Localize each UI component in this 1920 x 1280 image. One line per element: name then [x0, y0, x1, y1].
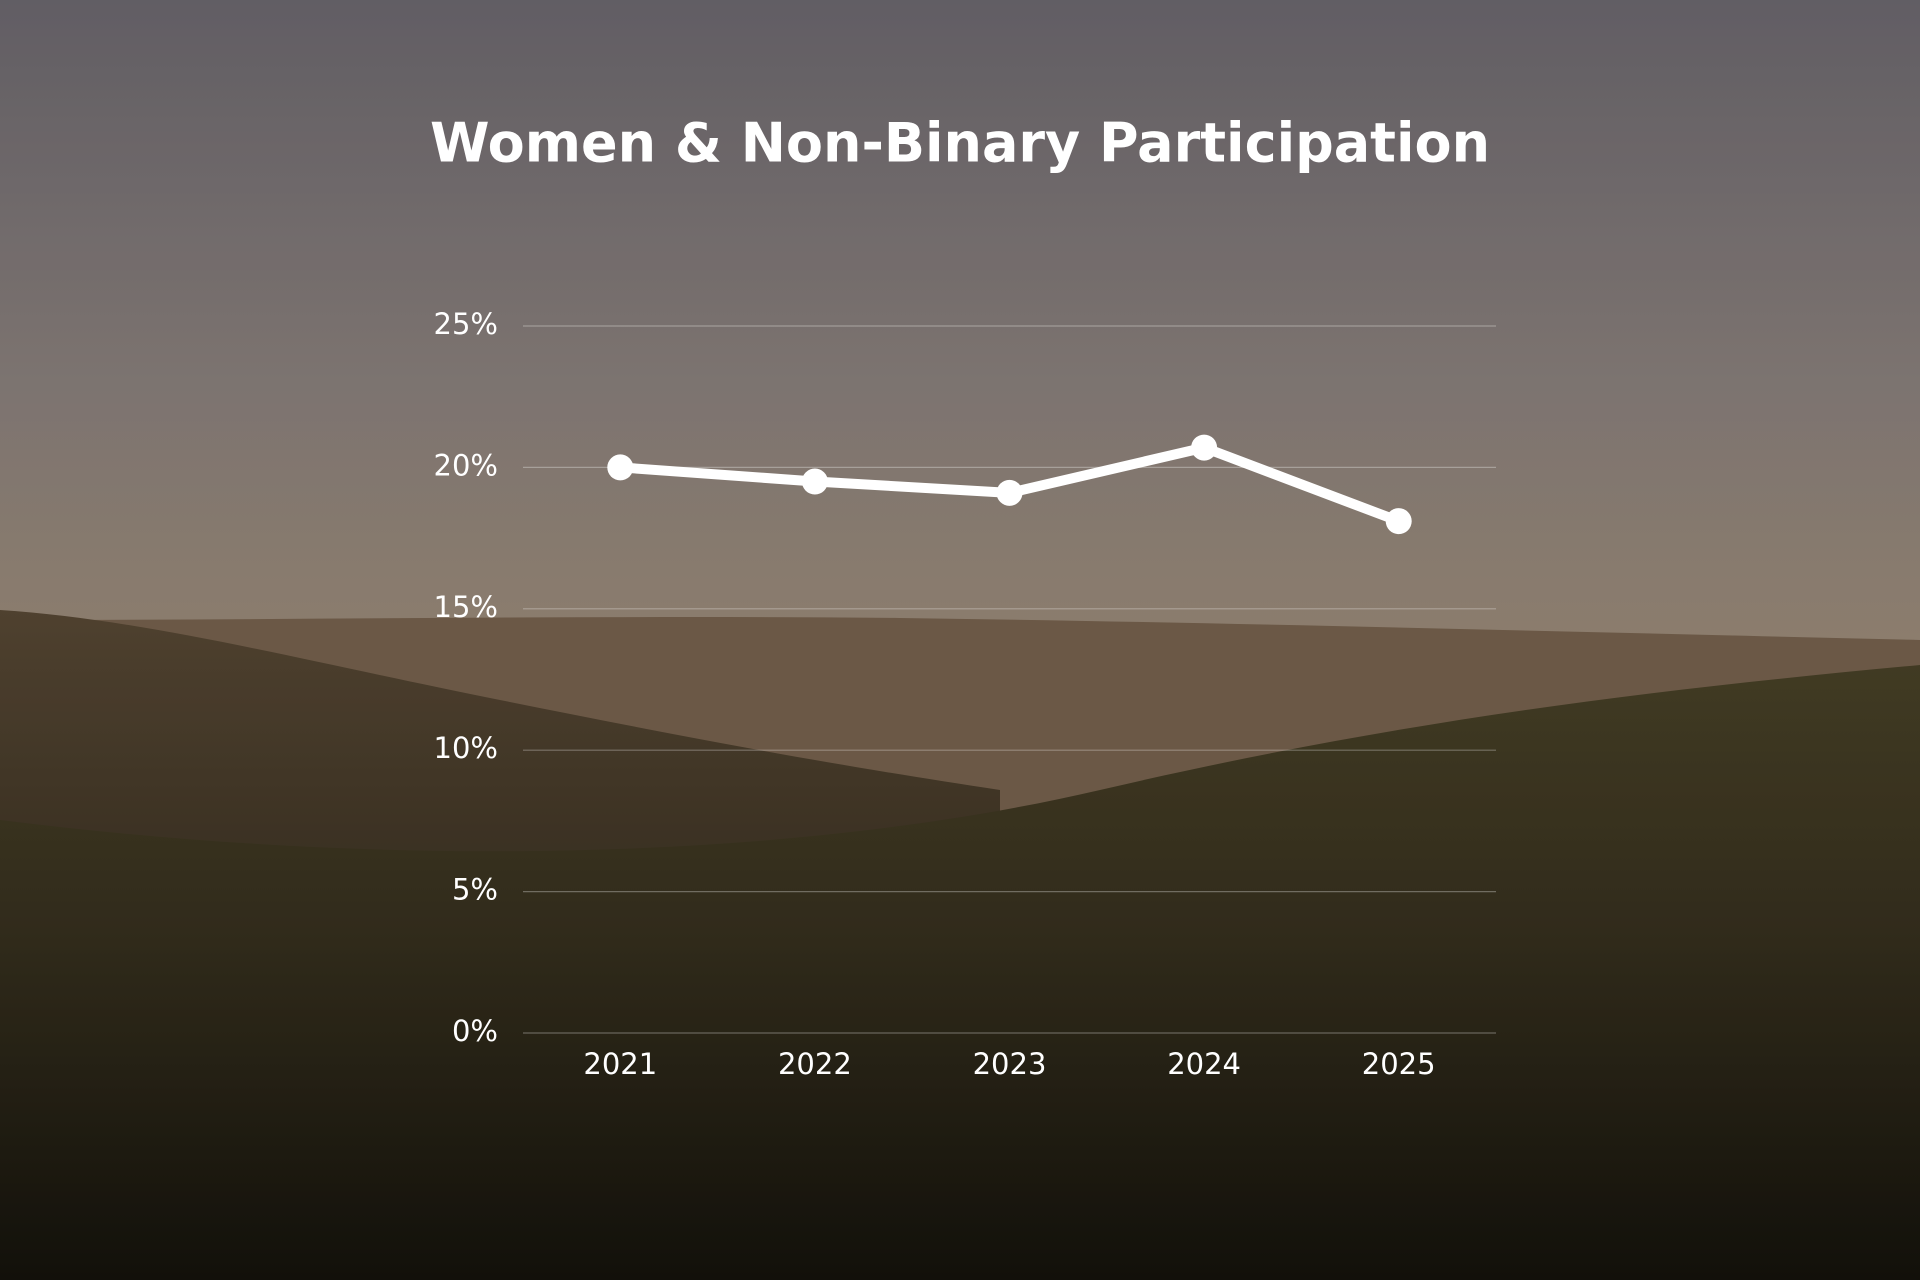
chart-title: Women & Non-Binary Participation: [430, 112, 1490, 175]
y-tick-label: 20%: [434, 448, 498, 482]
y-tick-label: 5%: [452, 873, 498, 907]
x-tick-label: 2021: [583, 1047, 657, 1081]
data-point: [1191, 434, 1218, 461]
y-tick-label: 15%: [434, 590, 498, 624]
data-point: [996, 479, 1023, 506]
y-tick-label: 10%: [434, 731, 498, 765]
x-tick-label: 2023: [973, 1047, 1047, 1081]
x-tick-label: 2024: [1167, 1047, 1241, 1081]
x-tick-label: 2025: [1362, 1047, 1436, 1081]
background-near-hill: [0, 665, 1920, 1280]
data-point: [1385, 508, 1412, 535]
y-tick-label: 0%: [452, 1014, 498, 1048]
data-point: [801, 468, 828, 495]
data-point: [607, 454, 634, 481]
x-tick-label: 2022: [778, 1047, 852, 1081]
y-tick-label: 25%: [434, 307, 498, 341]
